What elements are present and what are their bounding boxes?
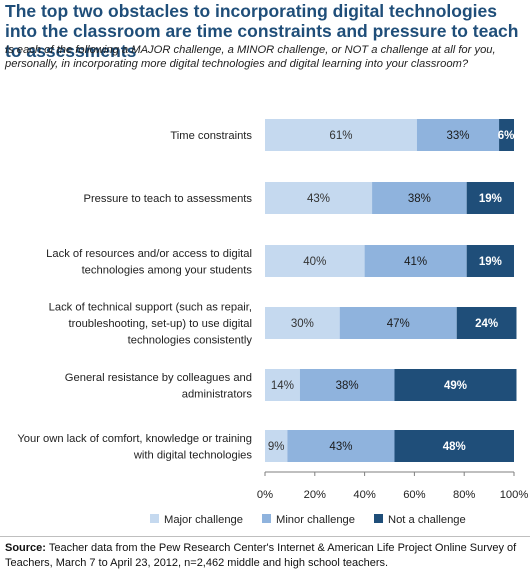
bar-major	[265, 119, 417, 151]
bar-minor	[372, 182, 467, 214]
bar-not	[456, 307, 517, 339]
data-label: 14%	[271, 380, 294, 392]
data-label: 43%	[329, 441, 352, 453]
data-label: 19%	[479, 256, 502, 268]
category-label: troubleshooting, set-up) to use digital	[69, 318, 252, 330]
data-label: 47%	[387, 318, 410, 330]
bar-minor	[364, 245, 467, 277]
category-label: Pressure to teach to assessments	[83, 193, 252, 205]
category-label: technologies among your students	[82, 264, 253, 276]
bar-minor	[416, 119, 500, 151]
data-label: 40%	[303, 256, 326, 268]
bar-minor	[339, 307, 457, 339]
legend-swatch-minor	[262, 514, 271, 523]
source-label: Source:	[5, 542, 46, 554]
data-label: 9%	[268, 441, 285, 453]
data-label: 41%	[404, 256, 427, 268]
data-label: 49%	[444, 380, 467, 392]
category-label: Your own lack of comfort, knowledge or t…	[17, 433, 252, 445]
category-label: technologies consistently	[128, 335, 253, 347]
data-label: 48%	[443, 441, 466, 453]
bar-major	[265, 307, 340, 339]
bar-not	[466, 245, 514, 277]
legend-label: Minor challenge	[276, 514, 355, 526]
legend-label: Major challenge	[164, 514, 243, 526]
data-label: 24%	[475, 318, 498, 330]
source-divider	[0, 536, 530, 537]
legend-swatch-major	[150, 514, 159, 523]
category-label: General resistance by colleagues and	[65, 372, 252, 384]
data-label: 38%	[408, 193, 431, 205]
bar-minor	[287, 430, 395, 462]
data-label: 30%	[291, 318, 314, 330]
chart-title: The top two obstacles to incorporating d…	[5, 1, 519, 61]
bar-major	[265, 430, 288, 462]
bar-not	[394, 430, 514, 462]
chart-subtitle: Is each of the following a MAJOR challen…	[5, 44, 496, 70]
bar-minor	[299, 369, 395, 401]
category-label: Time constraints	[170, 130, 252, 142]
data-label: 6%	[498, 130, 515, 142]
bar-not	[499, 119, 514, 151]
x-tick-label: 40%	[353, 489, 375, 501]
category-label: administrators	[182, 388, 253, 400]
data-label: 19%	[479, 193, 502, 205]
x-tick-label: 80%	[453, 489, 475, 501]
data-label: 61%	[329, 130, 352, 142]
source-text: Teacher data from the Pew Research Cente…	[5, 542, 517, 569]
legend-swatch-not	[374, 514, 383, 523]
stacked-bar-chart: 61% 33% 6% Time constraints 43% 38% 19% Pressur…	[17, 119, 529, 526]
legend-label: Not a challenge	[388, 514, 466, 526]
source-note: Source: Teacher data from the Pew Resear…	[5, 541, 527, 571]
category-label: Lack of technical support (such as repai…	[49, 302, 252, 314]
data-label: 43%	[307, 193, 330, 205]
x-tick-label: 0%	[257, 489, 273, 501]
x-tick-label: 100%	[500, 489, 529, 501]
bar-major	[265, 182, 373, 214]
data-label: 33%	[446, 130, 469, 142]
category-label: Lack of resources and/or access to digit…	[46, 248, 252, 260]
x-tick-label: 20%	[304, 489, 326, 501]
bar-major	[265, 245, 365, 277]
bar-not	[466, 182, 514, 214]
bar-not	[394, 369, 517, 401]
bar-major	[265, 369, 300, 401]
x-tick-label: 60%	[403, 489, 425, 501]
category-label: with digital technologies	[133, 449, 253, 461]
data-label: 38%	[336, 380, 359, 392]
